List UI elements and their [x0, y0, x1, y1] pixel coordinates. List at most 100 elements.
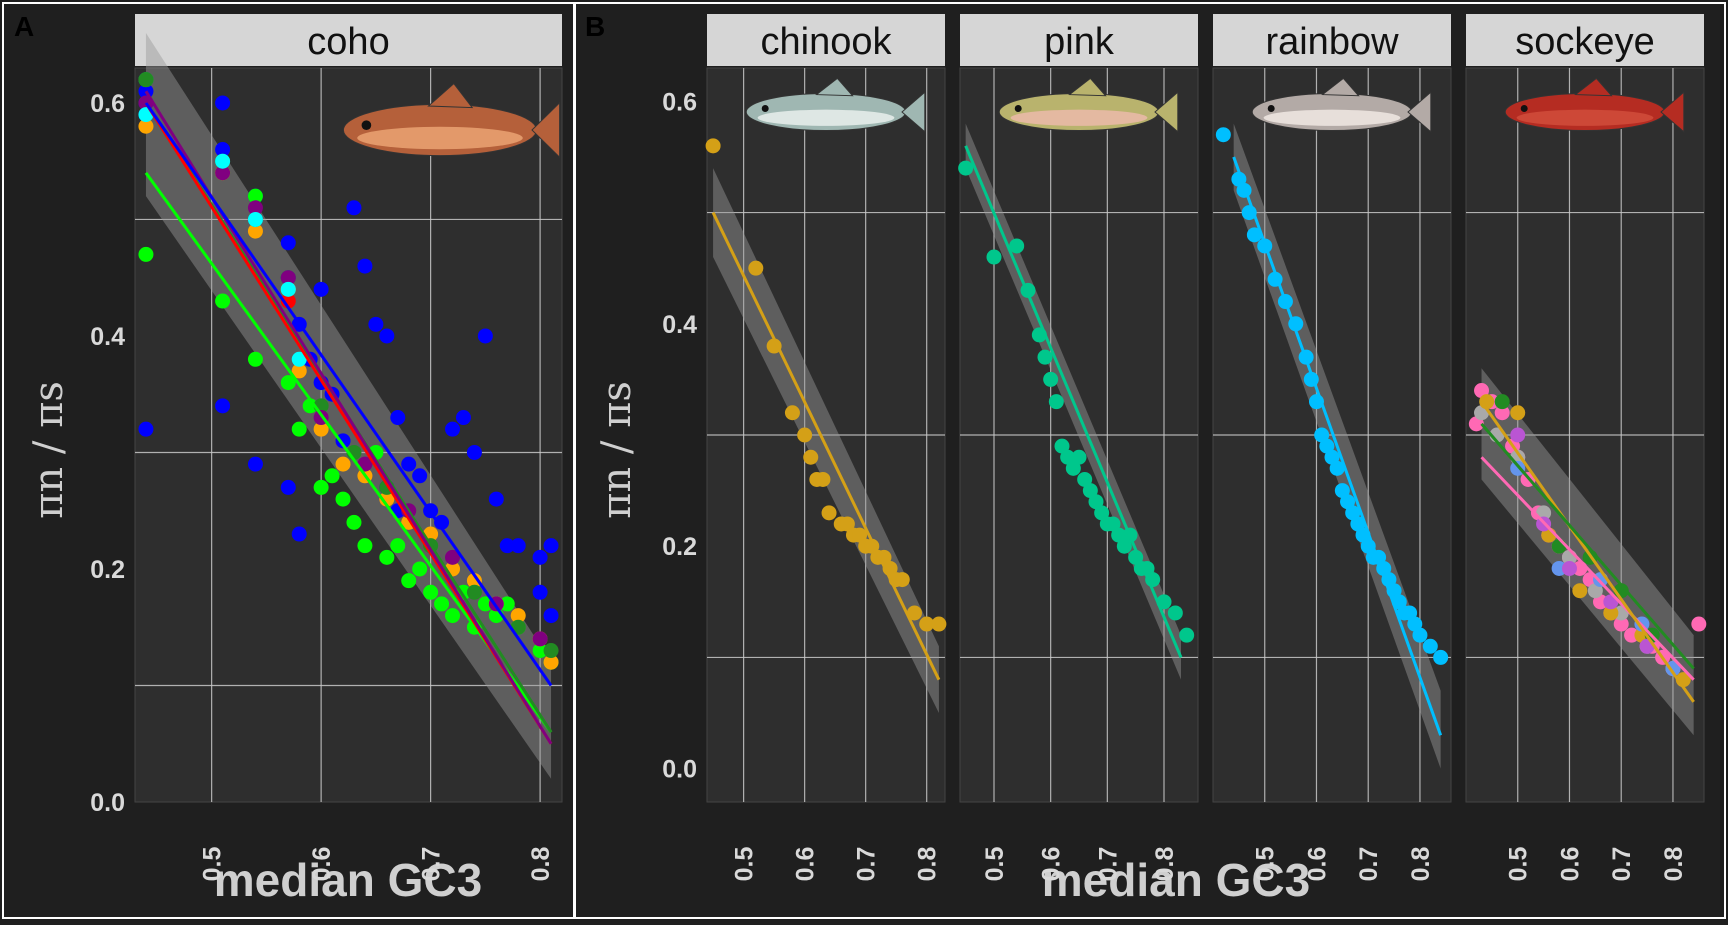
data-point-pink: [1043, 371, 1059, 387]
x-tick-label-coho: 0.8: [527, 847, 555, 882]
x-tick-label-rainbow: 0.5: [1252, 847, 1280, 882]
data-point-chinook: [784, 405, 800, 421]
facet-label-coho: coho: [307, 21, 389, 63]
x-tick-label-rainbow: 0.8: [1407, 847, 1435, 882]
data-point-coho: [280, 479, 296, 495]
data-point-rainbow: [1407, 616, 1423, 632]
data-point-coho: [215, 142, 231, 158]
x-tick-label-coho: 0.5: [199, 847, 227, 882]
y-tick-label-chinook: 0.4: [662, 311, 697, 339]
data-point-coho: [368, 316, 384, 332]
data-point-coho: [291, 526, 307, 542]
data-point-pink: [1088, 494, 1104, 510]
data-point-coho: [138, 72, 154, 88]
fit-line-pink: [964, 145, 1183, 659]
data-point-rainbow: [1340, 494, 1356, 510]
data-point-rainbow: [1329, 460, 1345, 476]
data-point-coho: [247, 456, 263, 472]
data-point-rainbow: [1402, 605, 1418, 621]
data-point-coho: [543, 608, 559, 624]
data-point-coho: [215, 293, 231, 309]
pink-salmon-icon-fin: [1068, 77, 1107, 97]
data-point-coho: [247, 200, 263, 216]
data-point-coho: [280, 235, 296, 251]
facet-label-pink: pink: [1044, 21, 1115, 63]
chinook-salmon-icon-belly: [757, 109, 895, 126]
data-point-sockeye: [1572, 583, 1588, 599]
chinook-salmon-icon-fin: [815, 77, 854, 97]
data-point-pink: [1179, 627, 1195, 643]
rainbow-trout-icon-tail: [1407, 91, 1432, 133]
data-point-chinook: [797, 427, 813, 443]
data-point-coho: [247, 223, 263, 239]
data-point-chinook: [852, 527, 868, 543]
x-tick-label-sockeye: 0.5: [1505, 847, 1533, 882]
data-point-pink: [1065, 460, 1081, 476]
data-point-rainbow: [1314, 427, 1330, 443]
x-tick-label-pink: 0.8: [1151, 847, 1179, 882]
data-point-rainbow: [1433, 649, 1449, 665]
data-point-coho: [346, 514, 362, 530]
fit-line-coho: [144, 102, 553, 687]
data-point-coho: [291, 351, 307, 367]
coho-salmon-icon: [342, 82, 561, 159]
y-tick-label-chinook: 0.2: [662, 533, 697, 561]
x-tick-label-chinook: 0.6: [792, 847, 820, 882]
data-point-chinook: [803, 449, 819, 465]
data-point-coho: [488, 491, 504, 507]
data-point-pink: [1116, 538, 1132, 554]
data-point-sockeye: [1587, 583, 1603, 599]
rainbow-trout-icon-eye: [1267, 105, 1275, 112]
data-point-coho: [477, 328, 493, 344]
x-tick-label-coho: 0.7: [418, 847, 446, 882]
data-point-rainbow: [1345, 505, 1361, 521]
panel-sockeye: sockeye 0.5 0.6 0.7 0.8: [1465, 14, 1707, 882]
data-point-coho: [138, 246, 154, 262]
data-point-coho: [412, 468, 428, 484]
data-point-chinook: [821, 505, 837, 521]
fit-line-sockeye: [1480, 400, 1695, 703]
data-point-coho: [466, 584, 482, 600]
data-point-coho: [215, 398, 231, 414]
data-point-coho: [379, 549, 395, 565]
x-tick-label-chinook: 0.5: [731, 847, 759, 882]
data-point-sockeye: [1468, 416, 1484, 432]
panel-chinook: chinook 0.5 0.6 0.7 0.8 0.0 0.2 0.4 0.6: [662, 14, 947, 882]
data-point-sockeye: [1494, 394, 1510, 410]
data-point-coho: [390, 538, 406, 554]
fit-line-chinook: [711, 211, 941, 681]
sockeye-salmon-icon-eye: [1520, 105, 1528, 112]
facet-strip-coho: [135, 14, 562, 66]
data-point-pink: [1105, 516, 1121, 532]
x-axis-title-b: median GC3: [1042, 854, 1310, 906]
data-point-pink: [958, 160, 974, 176]
facet-label-rainbow: rainbow: [1265, 21, 1399, 63]
data-point-rainbow: [1246, 227, 1262, 243]
y-axis-title-b-text: πn / πs: [594, 381, 640, 519]
data-point-coho: [291, 421, 307, 437]
data-point-rainbow: [1324, 449, 1340, 465]
data-point-sockeye: [1561, 560, 1577, 576]
sockeye-salmon-icon-tail: [1660, 91, 1685, 133]
data-point-sockeye: [1474, 383, 1490, 399]
data-point-pink: [1009, 238, 1025, 254]
y-axis-title-b: πn / πs: [594, 381, 640, 519]
data-point-chinook: [906, 605, 922, 621]
data-point-coho: [401, 573, 417, 589]
data-point-coho: [247, 351, 263, 367]
data-point-coho: [291, 363, 307, 379]
panel-b-frame: [574, 2, 1726, 919]
data-point-coho: [357, 538, 373, 554]
x-axis-title-a: median GC3: [214, 854, 482, 906]
chinook-salmon-icon-tail: [901, 91, 926, 133]
data-point-rainbow: [1319, 438, 1335, 454]
data-point-coho: [445, 549, 461, 565]
panel-tag-a: A: [14, 11, 34, 42]
coho-salmon-icon-tail: [531, 101, 561, 159]
data-point-rainbow: [1350, 516, 1366, 532]
data-point-coho: [466, 444, 482, 460]
data-point-coho: [138, 118, 154, 134]
fit-line-sockeye: [1480, 422, 1695, 670]
x-tick-label-rainbow: 0.7: [1355, 847, 1383, 882]
chinook-salmon-icon-eye: [761, 105, 769, 112]
